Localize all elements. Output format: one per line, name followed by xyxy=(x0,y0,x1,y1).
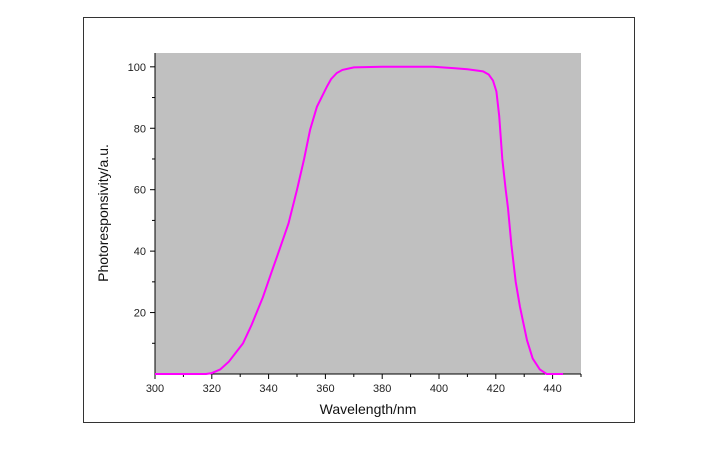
y-tick-label: 80 xyxy=(134,123,146,135)
y-tick-label: 100 xyxy=(128,62,146,74)
x-tick-label: 380 xyxy=(373,383,391,395)
y-tick-label: 60 xyxy=(134,185,146,197)
y-axis-label: Photoresponsivity/a.u. xyxy=(95,144,111,282)
plot-area xyxy=(155,53,581,374)
x-tick-label: 420 xyxy=(487,383,505,395)
x-tick-label: 360 xyxy=(316,383,334,395)
y-tick-label: 40 xyxy=(134,246,146,258)
x-tick-label: 440 xyxy=(543,383,561,395)
y-tick-label: 20 xyxy=(134,308,146,320)
series-line xyxy=(155,65,564,375)
x-tick-label: 320 xyxy=(203,383,221,395)
x-tick-label: 300 xyxy=(146,383,164,395)
x-axis-label: Wavelength/nm xyxy=(320,401,417,417)
figure-frame xyxy=(83,17,635,423)
x-tick-label: 400 xyxy=(430,383,448,395)
x-tick-label: 340 xyxy=(259,383,277,395)
